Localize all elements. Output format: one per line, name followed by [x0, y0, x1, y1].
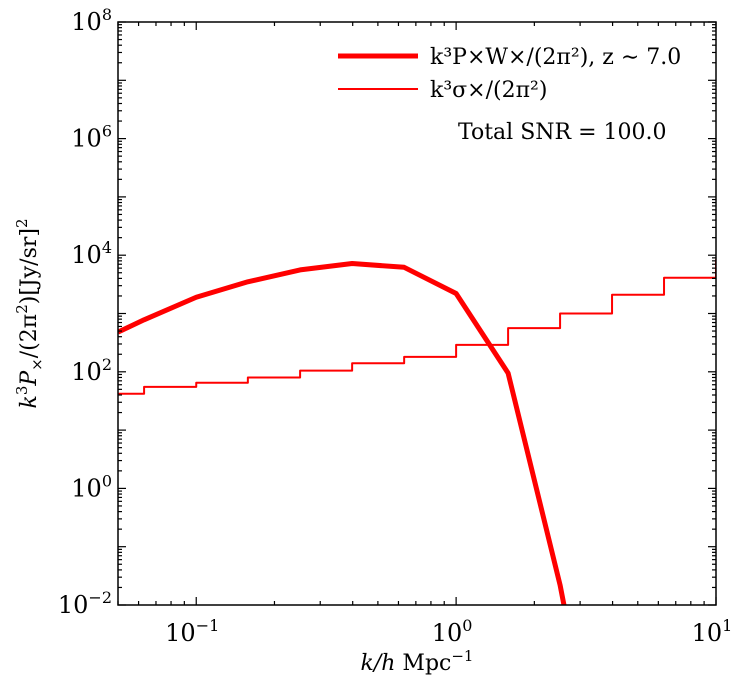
axes-layer: 10−1 100 101 10−2 100 102 104 106 108 k/h Mpc−1 k3…	[13, 5, 732, 676]
plot-frame	[117, 21, 717, 606]
x-axis-label: k/h Mpc−1	[361, 647, 474, 676]
y-tick-label: 100	[71, 471, 112, 502]
legend-label: k³P×W×/(2π²), z ∼ 7.0	[430, 45, 681, 70]
legend-label: k³σ×/(2π²)	[430, 78, 547, 103]
y-tick-label: 104	[71, 238, 112, 269]
series-layer	[118, 259, 716, 605]
series-0-line	[118, 261, 567, 605]
snr-annotation: Total SNR = 100.0	[458, 120, 666, 145]
x-tick-label: 10−1	[165, 616, 219, 647]
x-tick-label: 101	[692, 616, 733, 647]
y-tick-label: 106	[71, 122, 112, 153]
y-tick-label: 102	[71, 355, 112, 386]
y-tick-label: 10−2	[58, 588, 112, 619]
legend: k³P×W×/(2π²), z ∼ 7.0 k³σ×/(2π²)	[338, 45, 681, 103]
series-1-line	[118, 259, 716, 395]
y-tick-label: 108	[71, 5, 112, 36]
x-tick-label: 100	[432, 616, 473, 647]
annotations: Total SNR = 100.0	[458, 120, 666, 145]
y-axis-label: k3P×/(2π2)[Jy/sr]2	[13, 218, 46, 408]
